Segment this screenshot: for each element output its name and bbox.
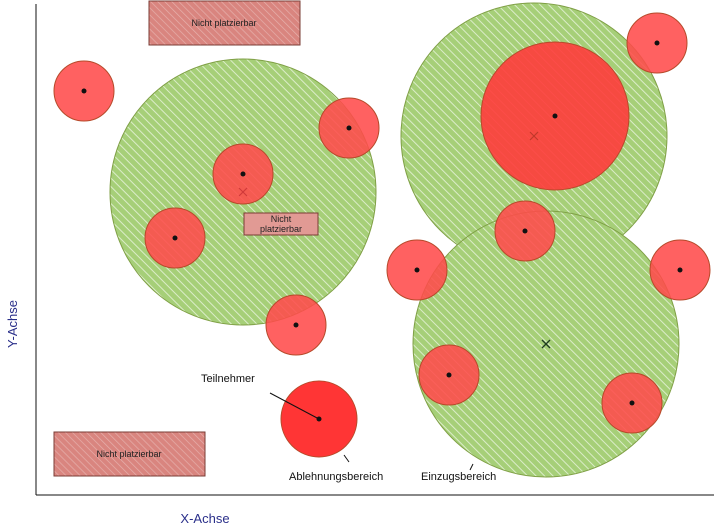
rejection-area-leader-line: [343, 454, 350, 463]
catchment-area-leader-line: [469, 463, 474, 471]
non-placeable-zone-top: [148, 0, 301, 46]
participant-dot: [446, 372, 452, 378]
non-placeable-zone-middle-label-line2: platzierbar: [260, 224, 302, 234]
participant-dot: [172, 235, 178, 241]
participant-annotation: Teilnehmer: [201, 373, 255, 385]
participant-dot: [677, 267, 683, 273]
participant-dot: [552, 113, 558, 119]
participants: [81, 40, 683, 422]
participant-dot: [293, 322, 299, 328]
participant-dot: [81, 88, 87, 94]
participant-dot: [629, 400, 635, 406]
participant-dot: [654, 40, 660, 46]
catchment-area-annotation: Einzugsbereich: [421, 471, 496, 483]
participant-dot: [414, 267, 420, 273]
rejection-area-annotation: Ablehnungsbereich: [289, 471, 383, 483]
annotations: Teilnehmer Ablehnungsbereich Einzugsbere…: [201, 373, 496, 483]
non-placeable-zone-top-label: Nicht platzierbar: [191, 18, 256, 28]
participant-leader-line: [269, 392, 320, 420]
non-placeable-zone-middle-label-line1: Nicht: [271, 214, 292, 224]
non-placeable-zone-middle-group: Nicht platzierbar: [243, 212, 319, 236]
center-marker-left: [238, 187, 248, 197]
center-markers: [238, 131, 551, 349]
non-placeable-zones: Nicht platzierbar Nicht platzierbar: [53, 0, 301, 477]
non-placeable-zone-middle: [243, 212, 319, 236]
non-placeable-zone-bottom: [53, 431, 206, 477]
participant-dot: [522, 228, 528, 234]
participant-dot: [346, 125, 352, 131]
x-axis-label: X-Achse: [180, 511, 229, 526]
center-marker-top-right: [529, 131, 539, 141]
center-marker-bottom-right: [541, 339, 551, 349]
participant-dot: [240, 171, 246, 177]
y-axis-label: Y-Achse: [5, 300, 20, 348]
non-placeable-zone-bottom-label: Nicht platzierbar: [96, 449, 161, 459]
